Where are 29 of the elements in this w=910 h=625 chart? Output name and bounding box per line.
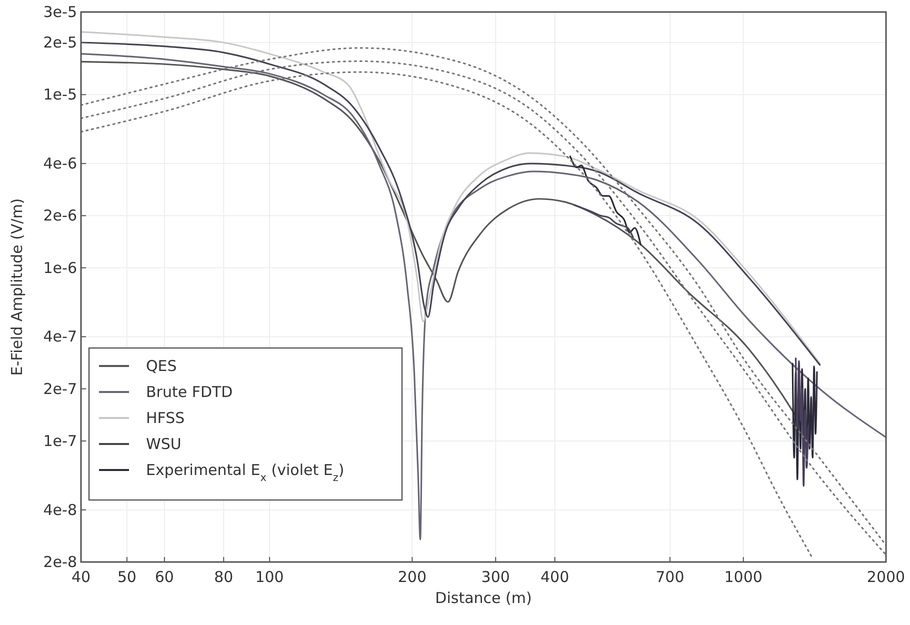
x-tick-label: 1000: [724, 568, 762, 586]
legend-label: WSU: [146, 435, 182, 453]
legend-label: HFSS: [146, 409, 185, 427]
y-tick-label: 1e-5: [43, 86, 77, 104]
y-tick-label: 2e-5: [43, 33, 77, 52]
x-tick-label: 400: [540, 568, 570, 586]
x-tick-label: 700: [656, 568, 684, 586]
legend-label: Experimental E$_{x}$ (violet E$_{z}$): [146, 461, 344, 484]
x-axis-title: Distance (m): [435, 589, 532, 607]
x-tick-label: 50: [117, 568, 136, 586]
y-tick-label: 1e-7: [43, 432, 77, 450]
y-tick-label: 3e-5: [43, 3, 77, 21]
x-tick-label: 100: [255, 568, 284, 586]
y-axis-title: E-Field Amplitude (V/m): [8, 198, 26, 376]
x-tick-label: 2000: [866, 568, 906, 586]
y-tick-label: 1e-6: [43, 258, 77, 277]
legend-label: Brute FDTD: [146, 383, 233, 401]
y-tick-label: 4e-8: [43, 500, 77, 519]
y-tick-label: 4e-7: [43, 328, 77, 346]
x-tick-label: 300: [481, 568, 510, 586]
x-tick-label: 60: [154, 568, 174, 586]
x-tick-label: 200: [398, 568, 427, 586]
y-tick-label: 2e-7: [43, 380, 77, 398]
y-tick-label: 4e-6: [43, 154, 77, 173]
legend-label: QES: [146, 357, 177, 375]
x-tick-label: 80: [214, 568, 234, 586]
y-tick-label: 2e-6: [43, 206, 77, 225]
x-tick-label: 40: [71, 568, 91, 586]
y-tick-label: 2e-8: [43, 553, 77, 571]
